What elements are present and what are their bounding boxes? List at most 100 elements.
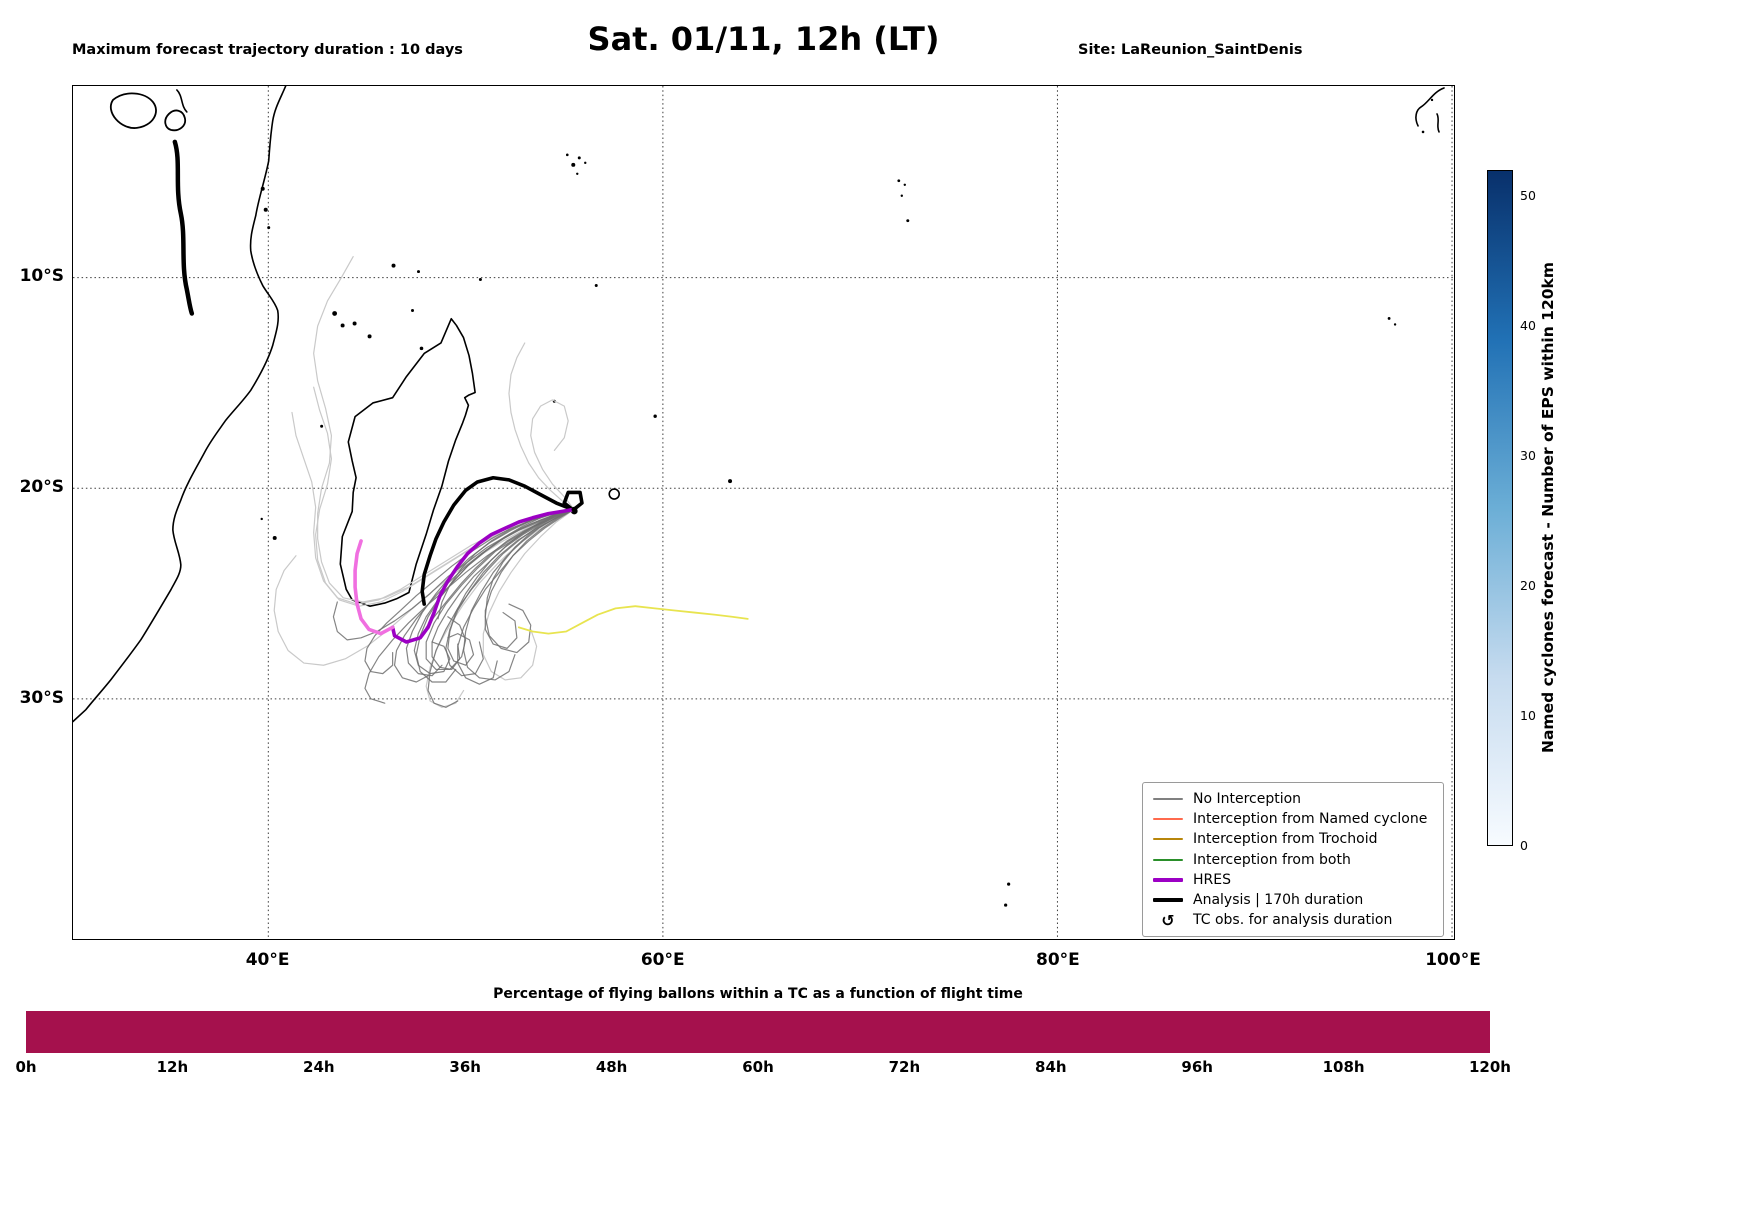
trajectory-map: No Interception Interception from Named c… — [72, 85, 1455, 940]
track-ensemble_light — [273, 508, 575, 666]
colorbar-tick-label: 50 — [1520, 188, 1536, 203]
island-dot — [272, 535, 277, 540]
colorbar-tick-label: 0 — [1520, 838, 1528, 853]
island-dot — [576, 172, 579, 175]
lon-tick-label: 60°E — [640, 950, 685, 970]
island-dot — [1430, 98, 1434, 102]
island-dot — [653, 414, 657, 418]
lake-outline-1 — [110, 92, 157, 129]
legend-line-sample — [1152, 798, 1184, 801]
lon-tick-label: 40°E — [245, 950, 290, 970]
lat-tick-label: 10°S — [19, 266, 64, 287]
legend-line — [1153, 858, 1183, 861]
legend-item: HRES — [1152, 870, 1434, 890]
island-dot — [260, 186, 265, 191]
legend-item: Interception from both — [1152, 850, 1434, 870]
trajectories — [273, 256, 749, 708]
island-dot — [263, 207, 268, 212]
percentage-bar — [26, 1011, 1490, 1053]
legend-item: Interception from Trochoid — [1152, 829, 1434, 849]
island-dot — [906, 219, 910, 223]
track-ensemble_dark — [405, 508, 575, 677]
track-ensemble_light — [313, 256, 575, 603]
coastlines — [73, 86, 1445, 907]
flight-hour-tick-label: 12h — [156, 1058, 189, 1076]
island-dot — [419, 346, 424, 351]
island-dot — [260, 517, 263, 521]
colorbar-tick-label: 40 — [1520, 318, 1536, 333]
page-title: Sat. 01/11, 12h (LT) — [587, 20, 940, 58]
island-dot — [267, 226, 271, 230]
tc-obs-icon: ↺ — [1161, 910, 1175, 930]
legend-label: Interception from Trochoid — [1193, 831, 1378, 848]
coastline-sumatra-islet — [1436, 113, 1440, 133]
track-trochoid — [517, 605, 749, 635]
legend-line — [1153, 798, 1183, 801]
track-analysis — [420, 475, 584, 606]
flight-hour-tick-label: 120h — [1469, 1058, 1511, 1076]
island-dot — [897, 179, 901, 183]
island-rodrigues — [728, 479, 733, 484]
island-dot — [411, 308, 415, 312]
track-ensemble_dark — [447, 508, 575, 666]
flight-hour-tick-label: 60h — [742, 1058, 774, 1076]
legend-label: TC obs. for analysis duration — [1193, 912, 1393, 929]
legend-label: No Interception — [1193, 791, 1302, 808]
island-dot — [1393, 323, 1397, 326]
track-ensemble_light — [482, 508, 575, 681]
island-dot — [1421, 130, 1425, 134]
track-ensemble_light — [313, 386, 575, 607]
lat-tick-label: 20°S — [19, 477, 64, 498]
track-ensemble_dark — [393, 508, 575, 683]
colorbar-label: Named cyclones forecast - Number of EPS … — [1539, 262, 1557, 754]
track-ensemble_light — [425, 508, 575, 708]
legend-label: HRES — [1193, 871, 1231, 888]
island-dot — [571, 162, 576, 167]
legend-label: Interception from both — [1193, 851, 1351, 868]
track-hres — [390, 507, 576, 644]
track-ensemble_dark — [484, 508, 575, 649]
legend-line — [1153, 818, 1183, 821]
legend-line — [1153, 838, 1183, 841]
deployment-point — [571, 506, 577, 512]
legend-line — [1153, 898, 1183, 903]
island-dot — [417, 270, 420, 274]
island-dot — [903, 183, 906, 186]
legend-line-sample — [1152, 818, 1184, 821]
flight-hour-tick-label: 24h — [303, 1058, 335, 1076]
island-dot — [367, 334, 372, 339]
track-ensemble_light — [530, 399, 575, 510]
legend-item: ↺ TC obs. for analysis duration — [1152, 910, 1434, 930]
island-dot — [391, 263, 396, 268]
track-ensemble_dark — [463, 508, 575, 681]
coast-detail — [176, 89, 188, 113]
flight-hour-tick-label: 0h — [15, 1058, 37, 1076]
legend-label: Analysis | 170h duration — [1193, 892, 1364, 909]
colorbar-tick-label: 10 — [1520, 708, 1536, 723]
track-ensemble_dark — [332, 508, 575, 641]
island-dot — [1007, 882, 1011, 886]
track-ensemble_dark — [364, 508, 575, 675]
colorbar — [1487, 170, 1513, 846]
track-ensemble_dark — [425, 508, 575, 671]
colorbar-tick-label: 30 — [1520, 448, 1536, 463]
flight-hour-tick-label: 48h — [595, 1058, 628, 1076]
bottom-chart-title: Percentage of flying ballons within a TC… — [493, 986, 1023, 1002]
island-dot — [478, 278, 482, 282]
island-dot — [594, 284, 598, 288]
flight-hour-tick-label: 72h — [888, 1058, 921, 1076]
coastline-madagascar — [339, 317, 476, 607]
colorbar-tick-label: 20 — [1520, 578, 1536, 593]
island-mauritius — [608, 488, 621, 500]
island-dot — [1387, 317, 1391, 320]
flight-hour-tick-label: 36h — [449, 1058, 481, 1076]
island-dot — [332, 311, 338, 316]
island-dot — [320, 424, 324, 428]
balloon-percentage-chart — [26, 1011, 1490, 1053]
legend-line-sample — [1152, 838, 1184, 841]
info-line-site: Site: LaReunion_SaintDenis — [1078, 42, 1303, 58]
island-dot — [340, 323, 345, 328]
lake-outline-2 — [164, 109, 187, 132]
track-ensemble_light — [508, 342, 575, 510]
